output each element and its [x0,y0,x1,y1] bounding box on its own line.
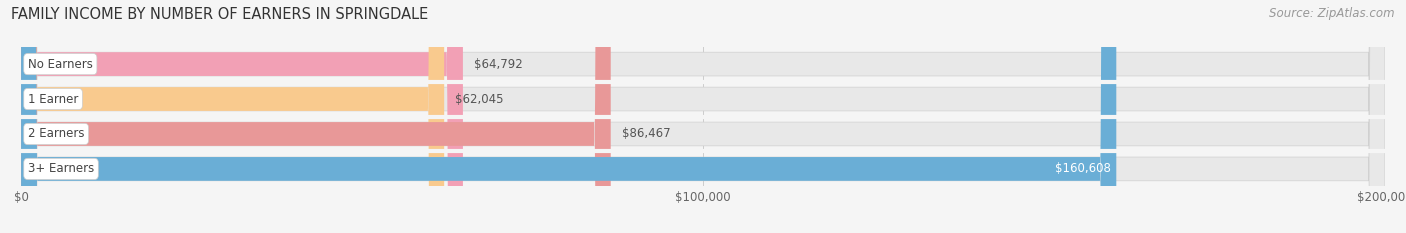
FancyBboxPatch shape [21,0,463,233]
FancyBboxPatch shape [21,0,1385,233]
Text: FAMILY INCOME BY NUMBER OF EARNERS IN SPRINGDALE: FAMILY INCOME BY NUMBER OF EARNERS IN SP… [11,7,429,22]
FancyBboxPatch shape [21,0,1385,233]
Text: $86,467: $86,467 [621,127,671,140]
Text: No Earners: No Earners [28,58,93,71]
Text: $160,608: $160,608 [1054,162,1111,175]
FancyBboxPatch shape [21,0,610,233]
FancyBboxPatch shape [21,0,1385,233]
Text: Source: ZipAtlas.com: Source: ZipAtlas.com [1270,7,1395,20]
Text: 2 Earners: 2 Earners [28,127,84,140]
Text: $62,045: $62,045 [456,93,503,106]
Text: $64,792: $64,792 [474,58,523,71]
Text: 1 Earner: 1 Earner [28,93,79,106]
FancyBboxPatch shape [21,0,1116,233]
Text: 3+ Earners: 3+ Earners [28,162,94,175]
FancyBboxPatch shape [21,0,444,233]
FancyBboxPatch shape [21,0,1385,233]
